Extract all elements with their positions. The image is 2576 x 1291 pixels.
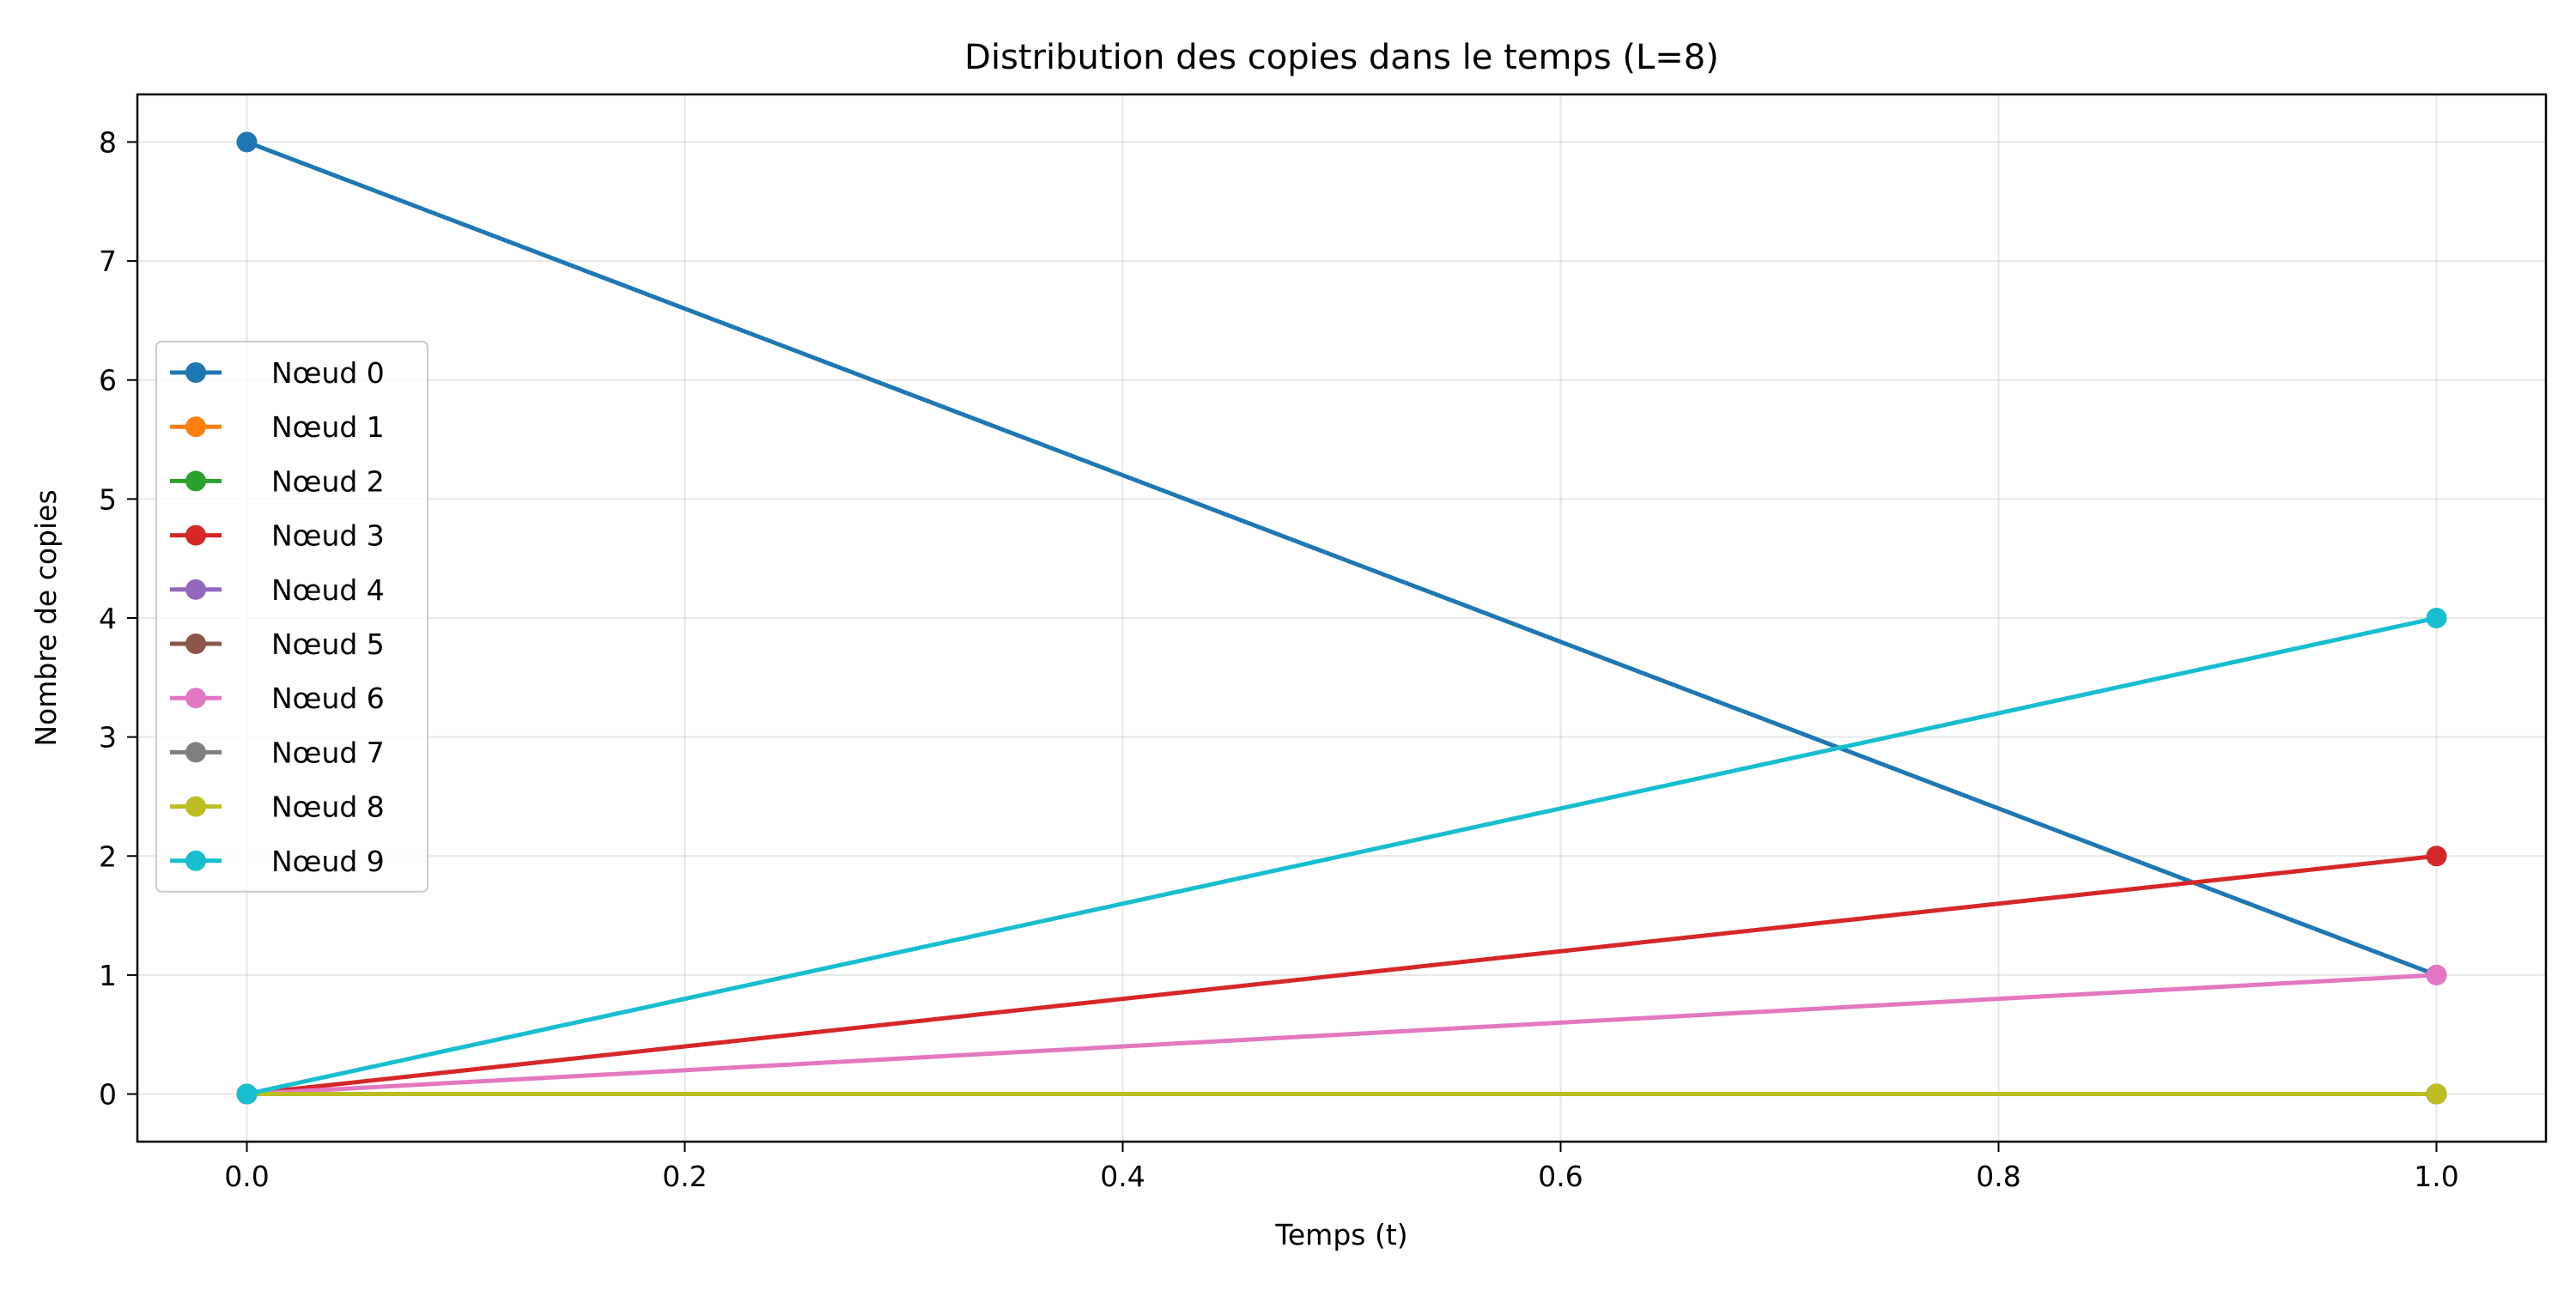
legend-label: Nœud 1 <box>271 410 385 444</box>
series-nœud-6 <box>236 964 2447 1105</box>
series-line <box>244 615 2439 1097</box>
x-tick-label: 0.8 <box>1976 1160 2020 1193</box>
y-tick-label: 2 <box>99 839 117 873</box>
y-tick-label: 1 <box>99 959 117 992</box>
legend-label: Nœud 5 <box>271 627 385 661</box>
series-nœud-8 <box>236 1083 2447 1105</box>
data-point <box>2426 846 2447 867</box>
legend-entry: Nœud 2 <box>170 464 385 498</box>
legend-marker <box>185 524 206 546</box>
y-axis: 0 1 2 3 4 5 6 7 8 <box>99 125 137 1112</box>
legend-marker <box>185 742 206 763</box>
y-tick-label: 6 <box>99 364 117 397</box>
legend-entry: Nœud 5 <box>170 627 385 661</box>
legend-marker <box>185 633 206 654</box>
legend-label: Nœud 3 <box>271 519 385 553</box>
legend-entry: Nœud 8 <box>170 791 385 824</box>
legend-label: Nœud 8 <box>271 791 385 824</box>
legend-entry: Nœud 3 <box>170 519 385 553</box>
legend-marker <box>185 688 206 709</box>
legend-box <box>155 341 428 893</box>
x-axis: 0.0 0.2 0.4 0.6 0.8 1.0 <box>224 1142 2459 1193</box>
legend-entry: Nœud 7 <box>170 736 385 769</box>
legend-entry: Nœud 6 <box>170 682 385 715</box>
legend-label: Nœud 2 <box>271 464 385 498</box>
legend-marker <box>185 579 206 600</box>
legend: Nœud 0 Nœud 1 Nœud 2 Nœud 3 Nœud 4 Nœud 5 Nœud… <box>155 341 428 893</box>
x-axis-label: Temps (t) <box>1274 1218 1407 1252</box>
legend-entry: Nœud 1 <box>170 410 385 444</box>
legend-label: Nœud 0 <box>271 356 385 390</box>
x-tick-label: 0.6 <box>1538 1160 1583 1193</box>
data-point <box>2426 964 2447 985</box>
legend-marker <box>185 470 206 492</box>
legend-label: Nœud 9 <box>271 845 385 878</box>
y-tick-label: 4 <box>99 602 117 635</box>
y-axis-label: Nombre de copies <box>29 489 63 746</box>
x-tick-label: 0.0 <box>224 1160 269 1193</box>
legend-label: Nœud 7 <box>271 736 385 769</box>
y-tick-label: 0 <box>99 1078 117 1112</box>
series-line <box>244 853 2439 1097</box>
legend-label: Nœud 6 <box>271 682 385 715</box>
data-point <box>236 1083 258 1105</box>
legend-entry: Nœud 4 <box>170 573 385 607</box>
series-line <box>244 973 2439 1097</box>
legend-label: Nœud 4 <box>271 573 385 607</box>
legend-entry: Nœud 9 <box>170 845 385 878</box>
legend-marker <box>185 362 206 383</box>
y-tick-label: 3 <box>99 721 117 755</box>
chart-title: Distribution des copies dans le temps (L… <box>964 38 1719 77</box>
y-tick-label: 5 <box>99 482 117 516</box>
x-tick-label: 0.2 <box>662 1160 707 1193</box>
series-nœud-9 <box>236 608 2447 1105</box>
legend-marker <box>185 796 206 817</box>
data-point <box>236 131 258 153</box>
y-tick-label: 7 <box>99 245 117 278</box>
grid <box>137 94 2546 1142</box>
x-tick-label: 1.0 <box>2414 1160 2458 1193</box>
legend-marker <box>185 416 206 438</box>
legend-marker <box>185 850 206 871</box>
y-tick-label: 8 <box>99 125 117 159</box>
x-tick-label: 0.4 <box>1100 1160 1145 1193</box>
legend-entry: Nœud 0 <box>170 356 385 390</box>
series-line <box>244 139 2439 979</box>
data-point <box>2426 1083 2447 1105</box>
data-point <box>2426 608 2447 628</box>
series-layer <box>236 131 2447 1105</box>
